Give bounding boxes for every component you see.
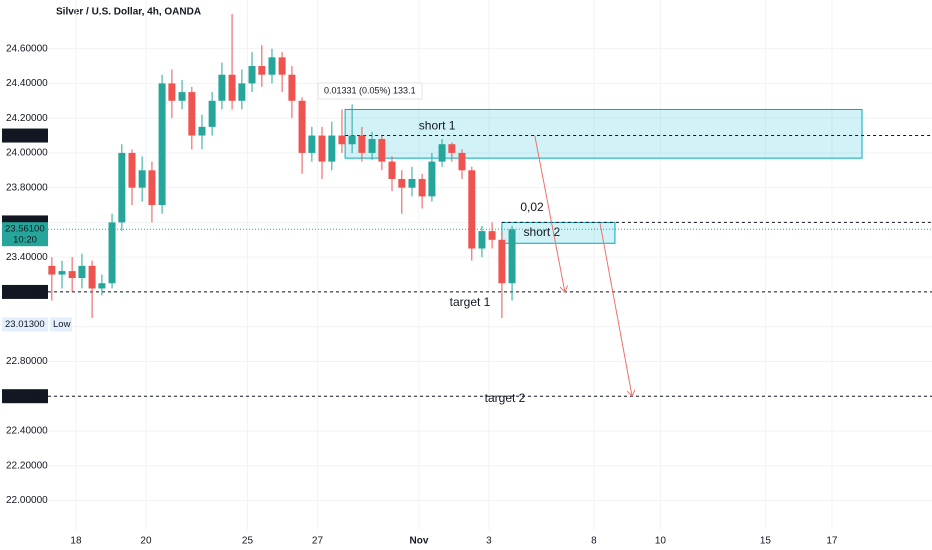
candle-body	[418, 178, 426, 197]
candle-body	[388, 161, 396, 179]
annotation: target 2	[485, 391, 526, 405]
candle-body	[238, 83, 246, 101]
candle-body	[108, 222, 116, 284]
candle-body	[78, 265, 86, 279]
zone	[344, 108, 863, 159]
candle-body	[488, 231, 496, 240]
candle-body	[178, 92, 186, 101]
price-tag-label: 23.20000	[5, 286, 45, 297]
candle-body	[58, 271, 66, 275]
y-tick-label: 24.00000	[6, 148, 48, 159]
candle-body	[308, 135, 316, 153]
candle-body	[158, 83, 166, 206]
candle-body	[258, 66, 266, 75]
y-tick-label: 23.40000	[6, 252, 48, 263]
y-tick-label: 24.40000	[6, 78, 48, 89]
annotation: target 1	[450, 295, 491, 309]
x-tick-label: 3	[486, 536, 492, 547]
x-tick-label: 10	[655, 536, 667, 547]
candle-body	[318, 135, 326, 162]
zone-label: short 1	[419, 119, 456, 133]
candle-body	[298, 100, 306, 153]
candle-body	[148, 170, 156, 206]
measure-label: 0.01331 (0.05%) 133.1	[324, 85, 416, 95]
candle-body	[268, 57, 276, 75]
candle-body	[218, 74, 226, 101]
y-tick-label: 24.20000	[6, 113, 48, 124]
y-tick-label: 22.00000	[6, 495, 48, 506]
x-tick-label: 17	[826, 536, 838, 547]
candle-body	[338, 135, 346, 145]
candle-body	[228, 74, 236, 101]
candle-body	[408, 178, 416, 188]
chart-title: Silver / U.S. Dollar, 4h, OANDA	[56, 7, 201, 18]
candle-body	[498, 239, 506, 284]
price-tag	[2, 222, 48, 247]
x-tick-label: 15	[760, 536, 772, 547]
x-tick-label: 8	[591, 536, 597, 547]
candle-body	[438, 144, 446, 162]
candle-body	[138, 170, 146, 188]
candle-body	[398, 178, 406, 188]
candle-body	[378, 139, 386, 162]
candle-body	[288, 74, 296, 101]
low-tag-label: 23.01300	[5, 319, 45, 330]
x-tick-label: Nov	[410, 536, 429, 547]
price-tag-label: 22.60000	[5, 391, 45, 402]
low-tag	[2, 317, 48, 332]
y-tick-label: 22.80000	[6, 356, 48, 367]
candle-body	[128, 152, 136, 188]
candle-body	[448, 144, 456, 153]
candle-body	[248, 66, 256, 84]
candle-body	[458, 152, 466, 171]
zone-label: short 2	[524, 225, 561, 239]
candle-body	[468, 170, 476, 249]
candle-body	[208, 100, 216, 127]
candle-body	[68, 271, 76, 279]
arrow	[599, 222, 632, 396]
candle-body	[348, 135, 356, 145]
candle-body	[48, 265, 56, 275]
candle-body	[478, 231, 486, 249]
candle-body	[428, 161, 436, 197]
low-badge-label: Low	[53, 319, 71, 330]
x-tick-label: 20	[140, 536, 152, 547]
arrow	[534, 135, 565, 292]
candle-body	[358, 135, 366, 153]
candle-body	[328, 135, 336, 162]
countdown-label: 10:20	[13, 235, 37, 246]
candle-body	[168, 83, 176, 101]
y-tick-label: 23.80000	[6, 182, 48, 193]
candle-body	[98, 283, 106, 289]
candle-body	[188, 92, 196, 136]
low-badge	[50, 317, 72, 332]
price-tag	[2, 284, 48, 299]
x-tick-label: 18	[70, 536, 82, 547]
measure-box	[317, 82, 423, 100]
price-tag	[2, 389, 48, 404]
candle-body	[508, 229, 516, 284]
annotation: 0,02	[520, 200, 544, 214]
candle-body	[118, 152, 126, 223]
current-price-label: 23.56100	[5, 224, 45, 235]
candle-body	[198, 126, 206, 136]
y-tick-label: 24.60000	[6, 43, 48, 54]
price-tag-label: 24.10000	[5, 130, 45, 141]
x-tick-label: 27	[312, 536, 324, 547]
candle-body	[88, 265, 96, 289]
candle-body	[368, 139, 376, 153]
y-tick-label: 22.20000	[6, 460, 48, 471]
y-tick-label: 22.40000	[6, 426, 48, 437]
x-tick-label: 25	[242, 536, 254, 547]
candle-body	[278, 57, 286, 75]
price-tag	[2, 128, 48, 143]
